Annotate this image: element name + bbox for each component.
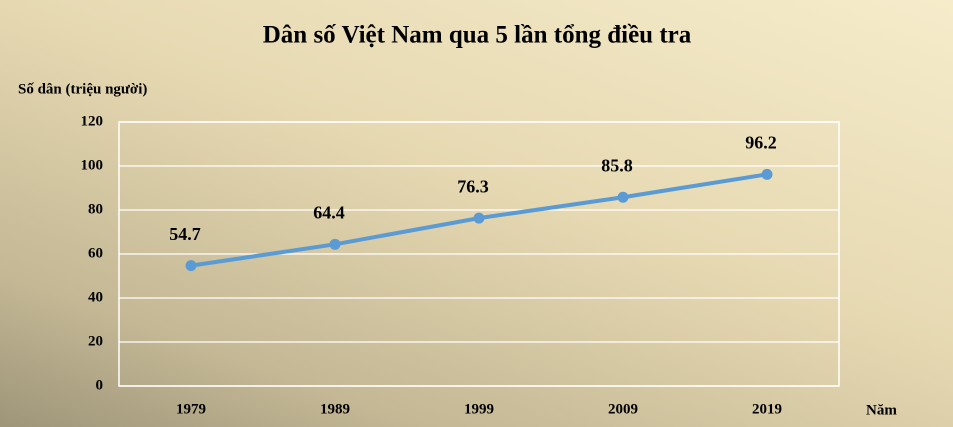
y-tick-label: 0 [96,377,104,393]
data-label: 85.8 [601,155,633,175]
x-tick-label: 1989 [320,401,350,417]
data-point [617,191,629,203]
data-label: 96.2 [745,132,777,152]
y-tick-label: 40 [88,289,103,305]
y-axis-label: Số dân (triệu người) [18,81,147,97]
data-point [185,260,197,272]
y-tick-label: 20 [88,333,103,349]
x-tick-label: 2009 [608,401,638,417]
y-tick-label: 120 [81,113,104,129]
x-axis-label: Năm [866,402,897,418]
chart-title: Dân số Việt Nam qua 5 lần tổng điều tra [263,22,692,49]
y-tick-label: 60 [88,245,103,261]
y-tick-label: 80 [88,201,103,217]
x-tick-label: 1999 [464,401,494,417]
x-tick-label: 1979 [176,401,206,417]
data-label: 54.7 [169,224,201,244]
data-label: 76.3 [457,176,489,196]
data-point [761,168,773,180]
data-label: 64.4 [313,202,345,222]
y-tick-label: 100 [81,157,104,173]
data-point [329,238,341,250]
data-point [473,212,485,224]
x-tick-label: 2019 [752,401,782,417]
